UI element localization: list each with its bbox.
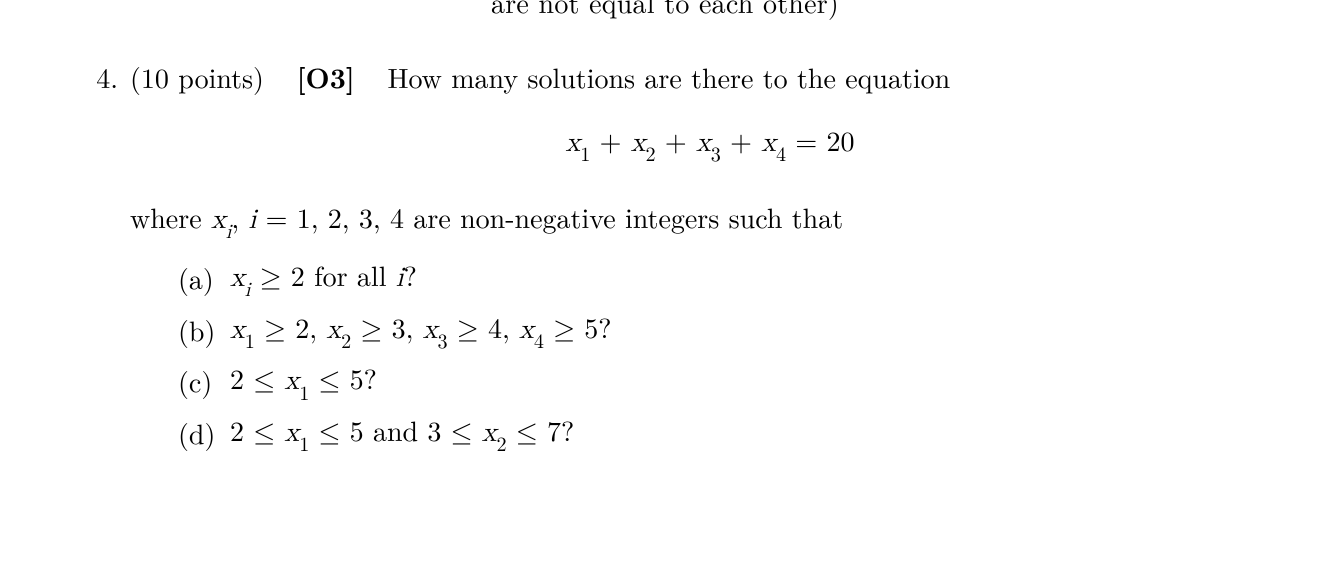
- points-label: (10 points): [130, 57, 264, 97]
- part-text: x1 ≥ 2, x2 ≥ 3, x3 ≥ 4, x4 ≥ 5?: [230, 310, 612, 354]
- where-clause: where xi, i = 1, 2, 3, 4 are non-negativ…: [40, 197, 1290, 244]
- part-label: (a): [178, 258, 230, 302]
- part-text: xi ≥ 2 for all i?: [230, 258, 417, 302]
- part-c: (c) 2 ≤ x1 ≤ 5?: [178, 361, 1290, 405]
- part-label: (b): [178, 310, 230, 354]
- part-b: (b) x1 ≥ 2, x2 ≥ 3, x3 ≥ 4, x4 ≥ 5?: [178, 310, 1290, 354]
- previous-line-fragment: are not equal to each other): [40, 0, 1290, 23]
- where-suffix: are non-negative integers such that: [404, 197, 843, 237]
- problem-stem: How many solutions are there to the equa…: [387, 57, 950, 97]
- equation-rhs: 20: [827, 129, 855, 157]
- part-text: 2 ≤ x1 ≤ 5?: [230, 361, 377, 405]
- problem-number: 4.: [70, 57, 130, 197]
- part-a: (a) xi ≥ 2 for all i?: [178, 258, 1290, 302]
- objective-label: [O3]: [297, 57, 355, 97]
- display-equation: x1 + x2 + x3 + x4 = 20: [130, 123, 1290, 167]
- part-text: 2 ≤ x1 ≤ 5 and 3 ≤ x2 ≤ 7?: [230, 413, 574, 457]
- part-d: (d) 2 ≤ x1 ≤ 5 and 3 ≤ x2 ≤ 7?: [178, 413, 1290, 457]
- part-label: (c): [178, 361, 230, 405]
- part-label: (d): [178, 413, 230, 457]
- subparts: (a) xi ≥ 2 for all i? (b) x1 ≥ 2, x2 ≥ 3…: [40, 258, 1290, 457]
- problem-body: (10 points) [O3] How many solutions are …: [130, 57, 1290, 197]
- problem-4: 4. (10 points) [O3] How many solutions a…: [40, 57, 1290, 197]
- where-prefix: where: [130, 197, 211, 237]
- page: are not equal to each other) 4. (10 poin…: [0, 0, 1330, 562]
